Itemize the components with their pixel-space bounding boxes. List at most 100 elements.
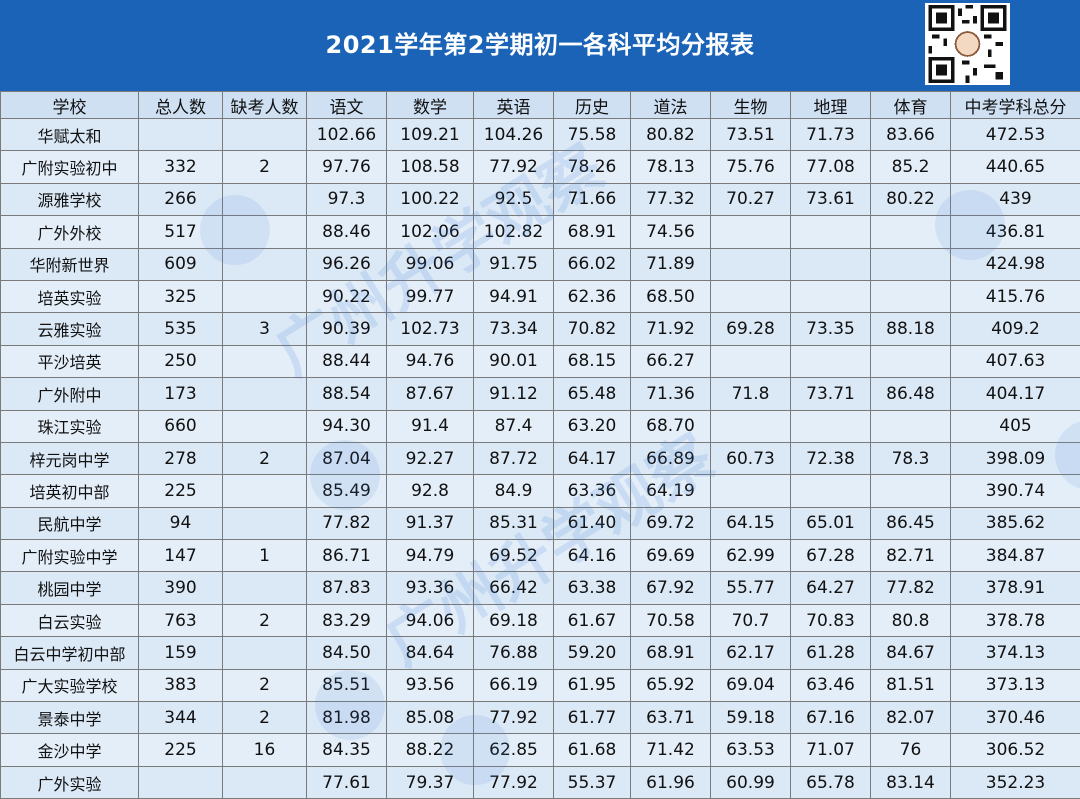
score-cell: 69.52 <box>474 540 554 572</box>
score-cell: 100.22 <box>387 183 474 215</box>
score-cell <box>711 280 791 312</box>
score-cell: 2 <box>223 442 307 474</box>
score-cell: 69.04 <box>711 669 791 701</box>
score-cell: 91.75 <box>474 248 554 280</box>
score-cell: 85.08 <box>387 702 474 734</box>
score-cell: 84.35 <box>307 734 387 766</box>
score-cell: 61.28 <box>791 637 871 669</box>
score-cell: 63.46 <box>791 669 871 701</box>
page-title: 2021学年第2学期初一各科平均分报表 <box>0 0 1080 91</box>
score-cell: 62.36 <box>554 280 631 312</box>
score-cell: 79.37 <box>387 766 474 798</box>
score-cell <box>223 378 307 410</box>
score-cell: 59.20 <box>554 637 631 669</box>
score-cell: 61.96 <box>631 766 711 798</box>
score-cell: 70.82 <box>554 313 631 345</box>
score-cell: 88.54 <box>307 378 387 410</box>
score-cell: 63.36 <box>554 475 631 507</box>
score-cell: 68.50 <box>631 280 711 312</box>
score-cell: 62.17 <box>711 637 791 669</box>
score-cell: 250 <box>139 345 223 377</box>
score-cell: 63.20 <box>554 410 631 442</box>
score-cell <box>711 248 791 280</box>
score-cell: 77.61 <box>307 766 387 798</box>
score-cell: 64.15 <box>711 507 791 539</box>
score-cell: 92.27 <box>387 442 474 474</box>
score-cell: 67.16 <box>791 702 871 734</box>
score-cell: 94.79 <box>387 540 474 572</box>
score-cell: 404.17 <box>951 378 1080 410</box>
score-cell: 64.17 <box>554 442 631 474</box>
column-header: 地理 <box>791 92 871 119</box>
score-cell: 66.27 <box>631 345 711 377</box>
score-cell: 3 <box>223 313 307 345</box>
score-cell <box>871 248 951 280</box>
score-cell <box>223 475 307 507</box>
school-name-cell: 金沙中学 <box>1 734 139 766</box>
score-cell: 763 <box>139 604 223 636</box>
score-cell: 63.38 <box>554 572 631 604</box>
score-cell: 87.67 <box>387 378 474 410</box>
score-cell: 77.82 <box>871 572 951 604</box>
score-cell: 390.74 <box>951 475 1080 507</box>
score-cell: 409.2 <box>951 313 1080 345</box>
score-cell: 97.76 <box>307 151 387 183</box>
score-cell: 65.78 <box>791 766 871 798</box>
score-cell: 63.53 <box>711 734 791 766</box>
score-cell: 85.49 <box>307 475 387 507</box>
score-cell: 266 <box>139 183 223 215</box>
score-cell: 68.70 <box>631 410 711 442</box>
score-cell: 55.77 <box>711 572 791 604</box>
score-cell: 86.45 <box>871 507 951 539</box>
score-cell <box>791 410 871 442</box>
score-cell: 70.83 <box>791 604 871 636</box>
school-name-cell: 梓元岗中学 <box>1 442 139 474</box>
score-cell: 91.12 <box>474 378 554 410</box>
school-name-cell: 华赋太和 <box>1 119 139 151</box>
column-header: 历史 <box>554 92 631 119</box>
score-cell: 71.07 <box>791 734 871 766</box>
score-cell: 383 <box>139 669 223 701</box>
score-cell <box>791 345 871 377</box>
score-cell: 70.58 <box>631 604 711 636</box>
score-cell <box>223 637 307 669</box>
score-cell: 85.51 <box>307 669 387 701</box>
school-name-cell: 源雅学校 <box>1 183 139 215</box>
score-cell: 90.01 <box>474 345 554 377</box>
score-cell: 407.63 <box>951 345 1080 377</box>
score-cell: 86.71 <box>307 540 387 572</box>
score-cell: 93.36 <box>387 572 474 604</box>
score-cell: 65.01 <box>791 507 871 539</box>
score-cell: 77.32 <box>631 183 711 215</box>
score-cell: 71.92 <box>631 313 711 345</box>
score-cell <box>223 345 307 377</box>
score-cell: 72.38 <box>791 442 871 474</box>
column-header: 道法 <box>631 92 711 119</box>
score-cell: 66.42 <box>474 572 554 604</box>
score-cell: 660 <box>139 410 223 442</box>
score-cell: 83.14 <box>871 766 951 798</box>
score-cell <box>139 766 223 798</box>
score-cell: 80.82 <box>631 119 711 151</box>
score-cell <box>871 216 951 248</box>
score-cell: 55.37 <box>554 766 631 798</box>
score-cell: 535 <box>139 313 223 345</box>
score-cell: 69.72 <box>631 507 711 539</box>
column-header: 学校 <box>1 92 139 119</box>
score-cell: 440.65 <box>951 151 1080 183</box>
score-cell: 65.92 <box>631 669 711 701</box>
score-cell: 70.27 <box>711 183 791 215</box>
score-cell: 77.82 <box>307 507 387 539</box>
score-cell: 80.22 <box>871 183 951 215</box>
score-cell: 225 <box>139 475 223 507</box>
score-cell: 93.56 <box>387 669 474 701</box>
